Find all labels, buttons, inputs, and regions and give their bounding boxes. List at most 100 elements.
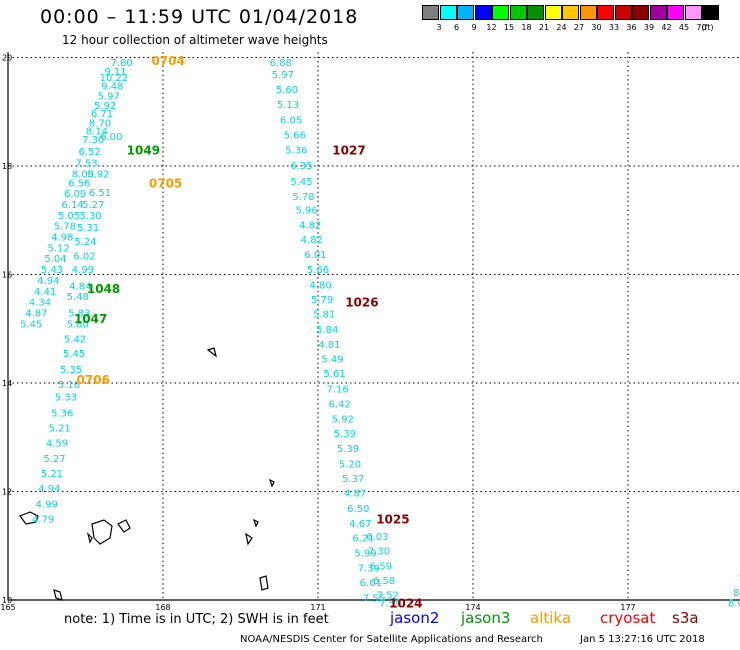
swh-value: 7.52 bbox=[377, 591, 399, 602]
swh-value: 5.96 bbox=[296, 205, 318, 216]
swh-value: 5.12 bbox=[48, 243, 70, 254]
swh-value: 7.55 bbox=[363, 593, 385, 604]
legend-swatch bbox=[422, 5, 439, 20]
swh-value: 7.80 bbox=[111, 58, 133, 69]
swh-value: 5.24 bbox=[74, 237, 96, 248]
legend-label: 39 bbox=[643, 23, 655, 32]
swh-value: 5.97 bbox=[98, 91, 120, 102]
swh-value: 5.48 bbox=[67, 292, 89, 303]
legend-label: 12 bbox=[486, 23, 497, 32]
legend-label: 15 bbox=[503, 23, 515, 32]
swh-value: 4.34 bbox=[29, 298, 51, 309]
swh-value: 6.03 bbox=[366, 532, 388, 543]
satellite-altika: altika bbox=[530, 609, 572, 627]
swh-value: 5.13 bbox=[277, 100, 299, 111]
legend-swatch bbox=[684, 5, 702, 20]
islands bbox=[19, 347, 275, 601]
swh-value: 6.59 bbox=[370, 561, 392, 572]
swh-value: 5.92 bbox=[94, 101, 116, 112]
legend-swatch bbox=[614, 5, 632, 20]
lat-tick-label: 14 bbox=[2, 379, 12, 388]
swh-value: 5.36 bbox=[51, 408, 73, 419]
swh-value: 5.60 bbox=[276, 85, 298, 96]
swh-value: 5.83 bbox=[68, 308, 90, 319]
swh-value: 5.21 bbox=[41, 469, 63, 480]
island-5 bbox=[245, 532, 253, 546]
lat-tick-label: 16 bbox=[2, 271, 12, 280]
swh-value: 5.39 bbox=[334, 429, 356, 440]
pass-labels: 0704 1049 0705 1048 1047 0706 1027 1026 1025 1024… bbox=[74, 54, 423, 610]
legend-swatch bbox=[579, 5, 597, 20]
swh-value: 5.99 bbox=[354, 548, 376, 559]
legend-swatch bbox=[667, 5, 684, 20]
legend-swatch bbox=[492, 5, 509, 20]
swh-value: 5.97 bbox=[272, 70, 294, 81]
altimeter-map: 7.809.1110.229.485.975.926.718.708.147.3… bbox=[0, 52, 740, 610]
swh-value: 6.09 bbox=[64, 189, 86, 200]
swh-value: 6.58 bbox=[373, 576, 395, 587]
pass-time-label: 1025 bbox=[376, 513, 409, 527]
island-7 bbox=[53, 589, 63, 601]
legend-label: 45 bbox=[678, 23, 690, 32]
legend-label: 3 bbox=[436, 23, 442, 32]
pass-time-label: 1047 bbox=[74, 312, 107, 326]
swh-value: 5.04 bbox=[44, 254, 66, 265]
legend-swatch bbox=[527, 5, 544, 20]
legend-swatch bbox=[632, 5, 649, 20]
swh-value: 6.05 bbox=[280, 115, 302, 126]
pass-time-label: 1048 bbox=[87, 282, 120, 296]
swh-value: 5.30 bbox=[80, 211, 102, 222]
swh-value: 4.84 bbox=[69, 281, 91, 292]
swh-value: 5.37 bbox=[342, 474, 364, 485]
legend-swatch bbox=[702, 5, 719, 20]
swh-value: 7.59 bbox=[379, 599, 401, 610]
swh-value: 6.61 bbox=[360, 578, 382, 589]
pass-time-label: 1026 bbox=[345, 296, 378, 310]
swh-value: 6.14 bbox=[61, 200, 83, 211]
swh-value: 5.21 bbox=[49, 423, 71, 434]
swh-value: 6.01 bbox=[304, 250, 326, 261]
island-1 bbox=[19, 511, 39, 525]
swh-value: 8.02 bbox=[728, 599, 740, 610]
legend-swatch bbox=[649, 5, 667, 20]
swh-value: 7.42 bbox=[738, 574, 740, 585]
legend-label: 42 bbox=[661, 23, 672, 32]
legend-label: 33 bbox=[608, 23, 620, 32]
swh-value: 5.79 bbox=[311, 295, 333, 306]
swh-value: 4.99 bbox=[36, 499, 58, 510]
swh-value: 5.61 bbox=[323, 369, 345, 380]
lat-tick-label: 10 bbox=[2, 596, 12, 605]
swh-value: 7.30 bbox=[368, 547, 390, 558]
legend-label: 70 bbox=[696, 23, 707, 32]
swh-value: 5.31 bbox=[77, 223, 99, 234]
lon-tick-label: 168 bbox=[155, 603, 170, 610]
swh-value: 7.39 bbox=[358, 563, 380, 574]
swh-value: 5.45 bbox=[63, 349, 85, 360]
swh-value: 7.53 bbox=[75, 159, 97, 170]
legend-swatch bbox=[544, 5, 562, 20]
swh-value: 5.80 bbox=[67, 319, 89, 330]
swh-value: 5.78 bbox=[54, 222, 76, 233]
swh-value: 6.00 bbox=[100, 132, 122, 143]
swh-value: 6.88 bbox=[270, 58, 292, 69]
swh-value: 4.94 bbox=[37, 276, 59, 287]
swh-value: 9.48 bbox=[101, 82, 123, 93]
swh-value: 6.50 bbox=[347, 504, 369, 515]
swh-value: 4.98 bbox=[51, 233, 73, 244]
swh-value: 7.16 bbox=[327, 384, 349, 395]
swh-value: 5.16 bbox=[58, 380, 80, 391]
legend-unit: (ft) bbox=[701, 23, 714, 32]
swh-value: 5.20 bbox=[339, 459, 361, 470]
credit-text: NOAA/NESDIS Center for Satellite Applica… bbox=[240, 634, 543, 645]
island-3 bbox=[117, 519, 131, 533]
pass-time-label: 1024 bbox=[389, 597, 422, 610]
legend-label: 21 bbox=[538, 23, 550, 32]
swh-value: 8.70 bbox=[89, 119, 111, 130]
swh-value: 8.00 bbox=[72, 170, 94, 181]
legend-label: 27 bbox=[573, 23, 585, 32]
generation-timestamp: Jan 5 13:27:16 UTC 2018 bbox=[580, 634, 705, 645]
page-subtitle: 12 hour collection of altimeter wave hei… bbox=[62, 33, 328, 47]
swh-value: 4.82 bbox=[299, 221, 321, 232]
swh-value: 10.22 bbox=[100, 73, 129, 84]
swh-value: 5.45 bbox=[20, 319, 42, 330]
